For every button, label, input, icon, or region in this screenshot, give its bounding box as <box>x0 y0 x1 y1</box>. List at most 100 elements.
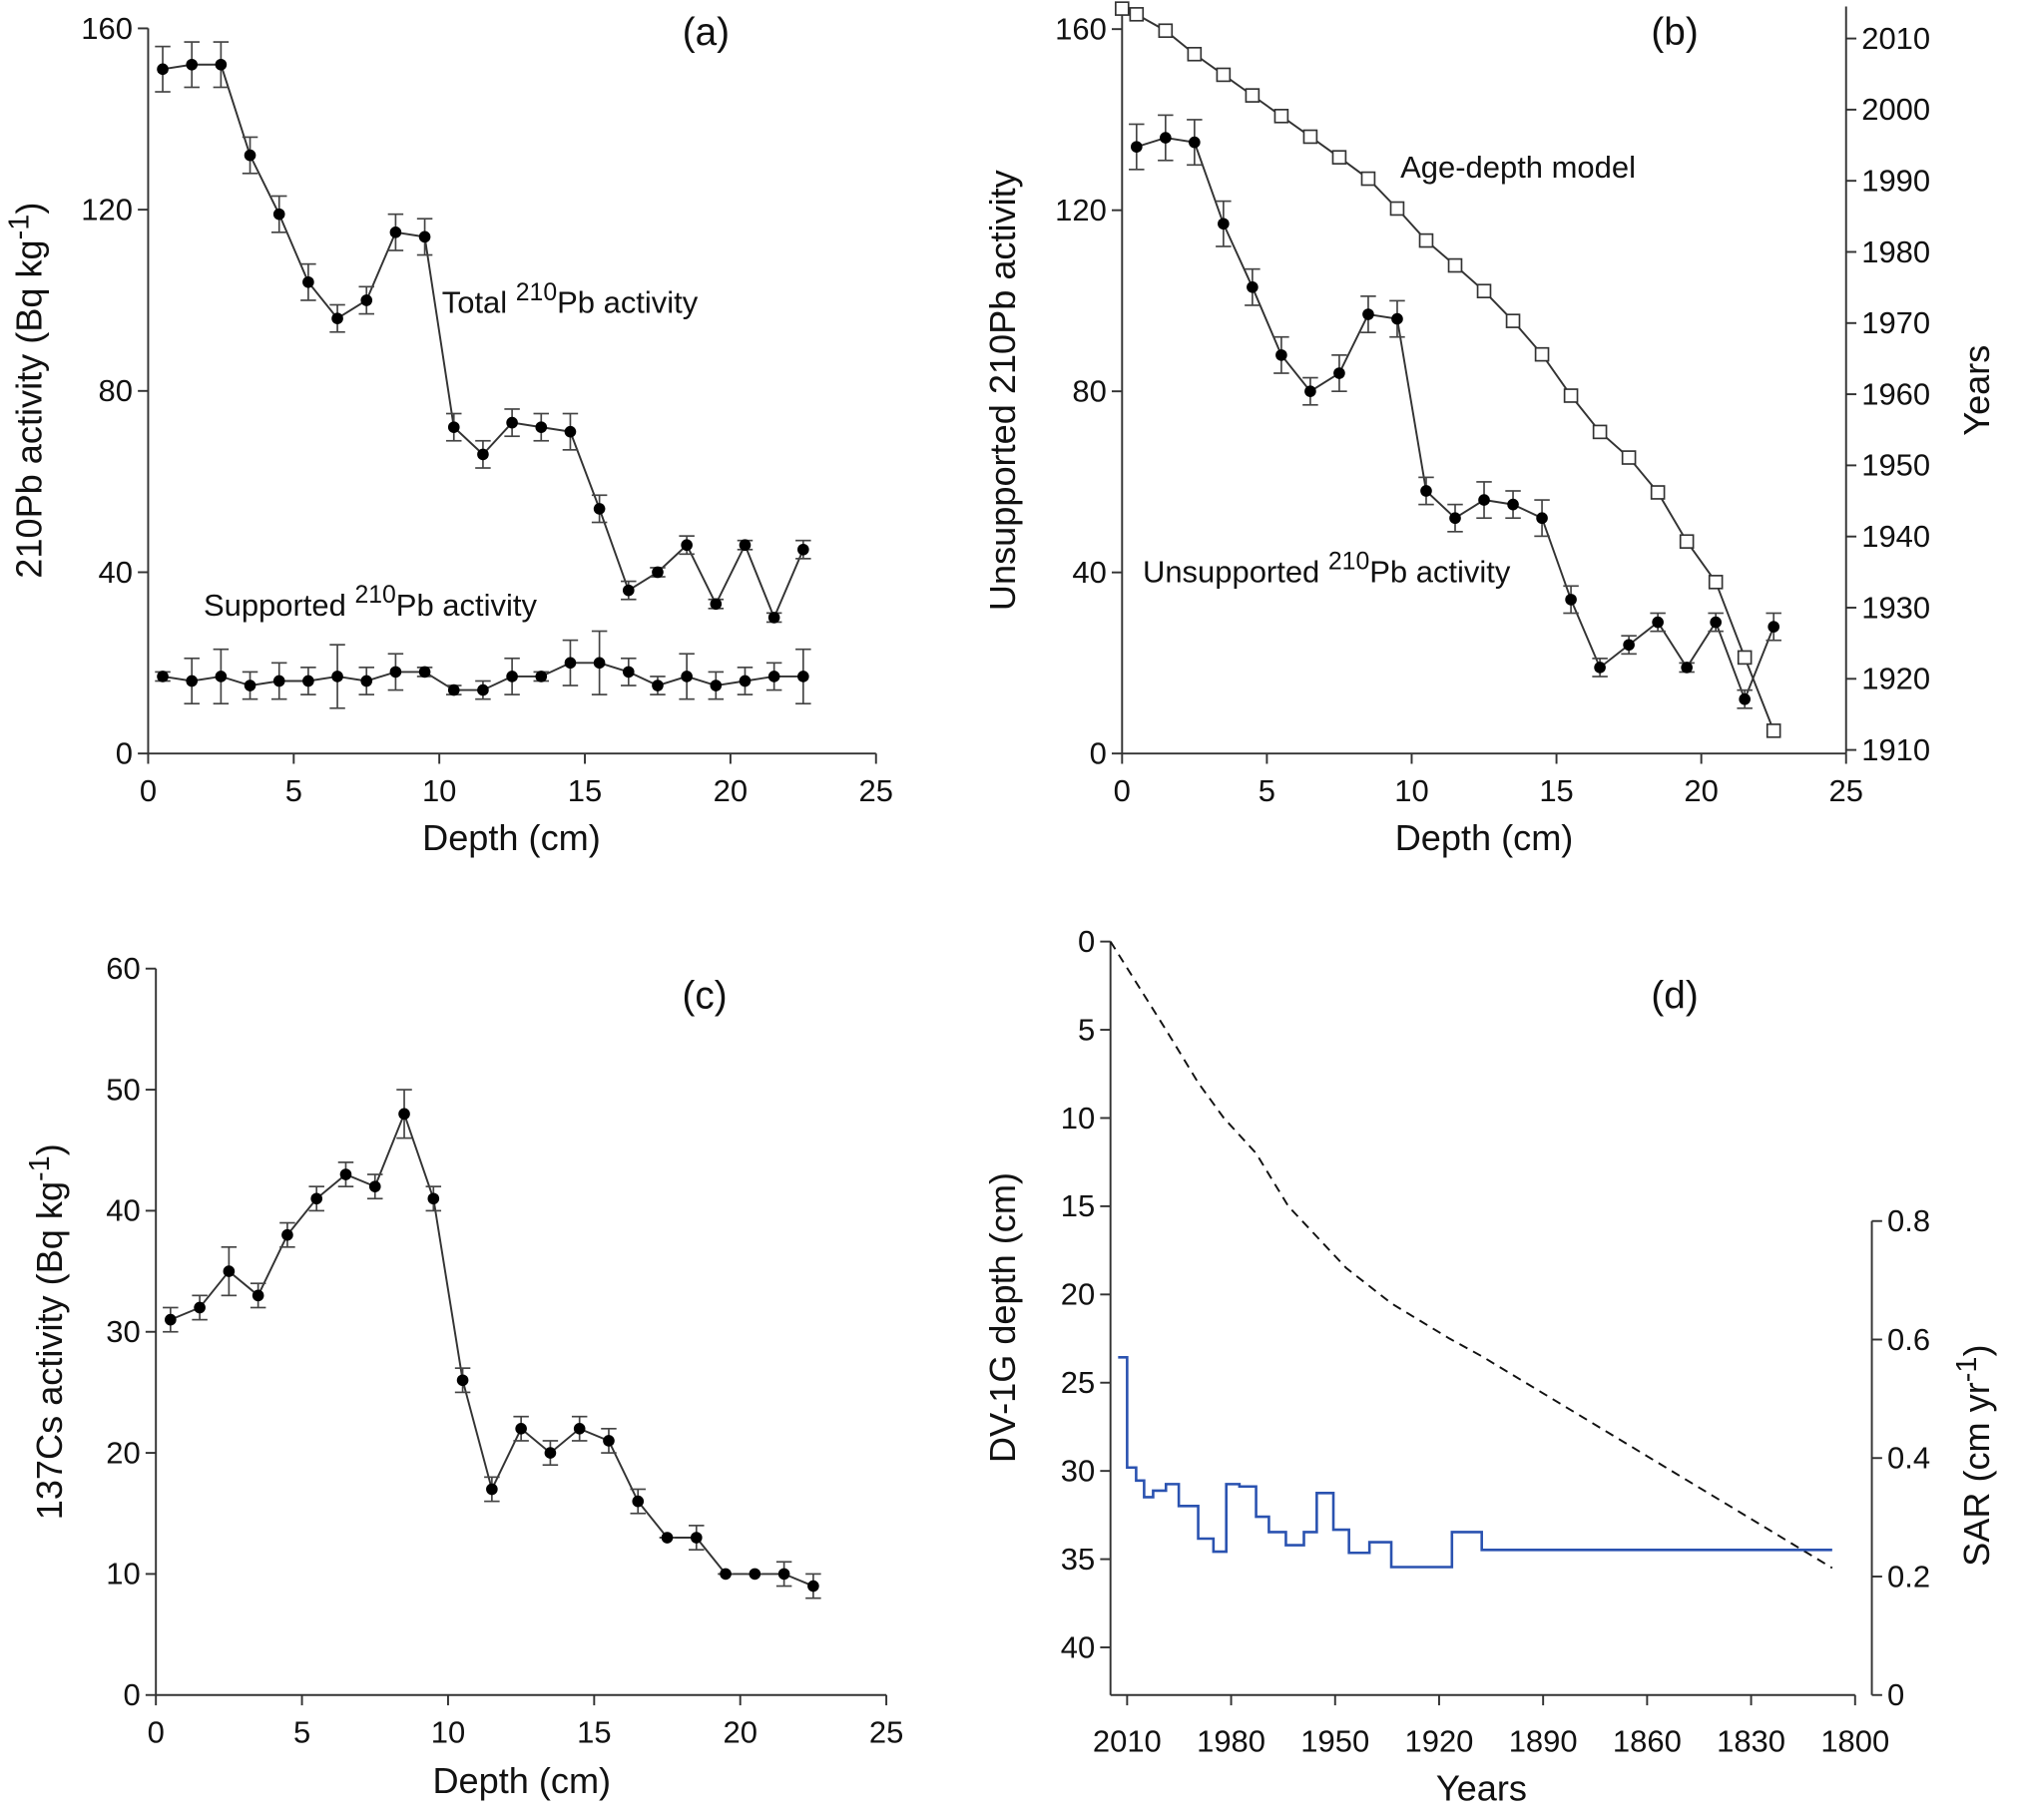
point <box>447 683 460 696</box>
point <box>622 666 635 679</box>
x-tick-label: 20 <box>714 773 748 808</box>
point <box>310 1192 323 1205</box>
point <box>681 671 693 682</box>
point <box>1594 662 1606 674</box>
y-axis-label: Unsupported 210Pb activity <box>982 170 1023 611</box>
text-part: 210 <box>516 279 557 306</box>
text-part: 210Pb activity (Bq kg <box>8 239 49 578</box>
point <box>1565 594 1577 606</box>
point <box>165 1313 177 1326</box>
series-label: Unsupported 210Pb activity <box>1143 549 1511 590</box>
x-tick-label: 5 <box>285 773 302 808</box>
x-tick-label: 5 <box>1259 773 1275 808</box>
y-tick-label: 10 <box>106 1557 140 1592</box>
series-line <box>1121 7 1775 731</box>
text-part: Total <box>442 285 516 320</box>
point <box>749 1568 761 1581</box>
panel-label: (d) <box>1651 975 1698 1018</box>
y2-tick-label: 0.4 <box>1887 1441 1930 1476</box>
point <box>720 1568 732 1581</box>
y2-tick-label: 1920 <box>1861 662 1930 696</box>
point <box>1331 150 1347 165</box>
point <box>1418 232 1434 248</box>
text-part: ) <box>1956 1344 1997 1356</box>
point <box>1115 1 1130 16</box>
point <box>564 657 577 670</box>
point <box>767 671 780 682</box>
point <box>593 503 606 515</box>
y-tick-label: 80 <box>99 373 133 408</box>
point <box>710 598 723 611</box>
point <box>1505 313 1521 328</box>
series-label: Total 210Pb activity <box>442 279 699 320</box>
point <box>1679 534 1695 549</box>
point <box>681 539 693 552</box>
y2-tick-label: 2010 <box>1861 21 1930 56</box>
point <box>593 657 606 670</box>
series-label: Age-depth model <box>1400 150 1636 185</box>
point <box>535 671 548 682</box>
point <box>1652 616 1664 629</box>
text-part: Pb activity <box>1369 554 1511 589</box>
point <box>652 680 664 691</box>
point <box>1476 283 1492 298</box>
point <box>302 275 314 288</box>
point <box>739 539 752 552</box>
text-part: -1 <box>3 215 35 240</box>
x-tick-label: 0 <box>1114 773 1131 808</box>
y-tick-label: 40 <box>1061 1629 1095 1664</box>
panel-label: (b) <box>1651 11 1698 54</box>
y-tick-label: 40 <box>99 555 133 590</box>
text-part: ) <box>29 1143 70 1155</box>
y-axis-label: DV-1G depth (cm) <box>982 1172 1023 1463</box>
point <box>418 230 431 243</box>
x-tick-label: 1830 <box>1717 1724 1785 1759</box>
point <box>1563 388 1579 403</box>
point <box>272 208 285 221</box>
y-tick-label: 35 <box>1061 1542 1095 1577</box>
point <box>157 63 169 76</box>
point <box>1131 141 1143 153</box>
point <box>603 1435 615 1447</box>
point <box>1189 136 1201 149</box>
y-tick-label: 30 <box>1061 1453 1095 1488</box>
x-axis-label: Depth (cm) <box>432 1760 611 1801</box>
y-tick-label: 160 <box>81 11 133 46</box>
point <box>194 1301 206 1314</box>
y-tick-label: 0 <box>116 735 133 770</box>
point <box>632 1495 645 1508</box>
point <box>1216 67 1232 83</box>
point <box>1621 450 1637 465</box>
x-tick-label: 1890 <box>1509 1724 1578 1759</box>
point <box>1737 650 1753 666</box>
point <box>186 58 199 71</box>
text-part: 210 <box>1328 549 1369 576</box>
point <box>331 312 343 324</box>
point <box>506 671 518 682</box>
text-part: 137Cs activity (Bq kg <box>29 1181 70 1520</box>
y-tick-label: 10 <box>1061 1101 1095 1136</box>
y-axis-label: 210Pb activity (Bq kg-1) <box>3 203 49 579</box>
point <box>1273 109 1289 124</box>
y2-axis-label: Years <box>1956 345 1997 436</box>
y-tick-label: 20 <box>106 1435 140 1470</box>
point <box>1768 621 1780 633</box>
y-tick-label: 25 <box>1061 1365 1095 1400</box>
text-part: Age-depth model <box>1400 150 1636 185</box>
point <box>360 675 373 687</box>
y-tick-label: 50 <box>106 1072 140 1107</box>
x-axis-label: Depth (cm) <box>422 817 601 858</box>
x-tick-label: 0 <box>140 773 157 808</box>
x-axis-label: Years <box>1436 1768 1527 1809</box>
point <box>535 421 548 433</box>
point <box>544 1447 557 1459</box>
panel-label: (c) <box>682 975 727 1018</box>
point <box>447 421 460 433</box>
point <box>797 543 809 556</box>
point <box>244 149 256 162</box>
point <box>1391 312 1403 325</box>
x-tick-label: 25 <box>859 773 893 808</box>
text-part: 210 <box>354 582 395 609</box>
x-tick-label: 1920 <box>1405 1724 1474 1759</box>
point <box>1160 132 1172 144</box>
